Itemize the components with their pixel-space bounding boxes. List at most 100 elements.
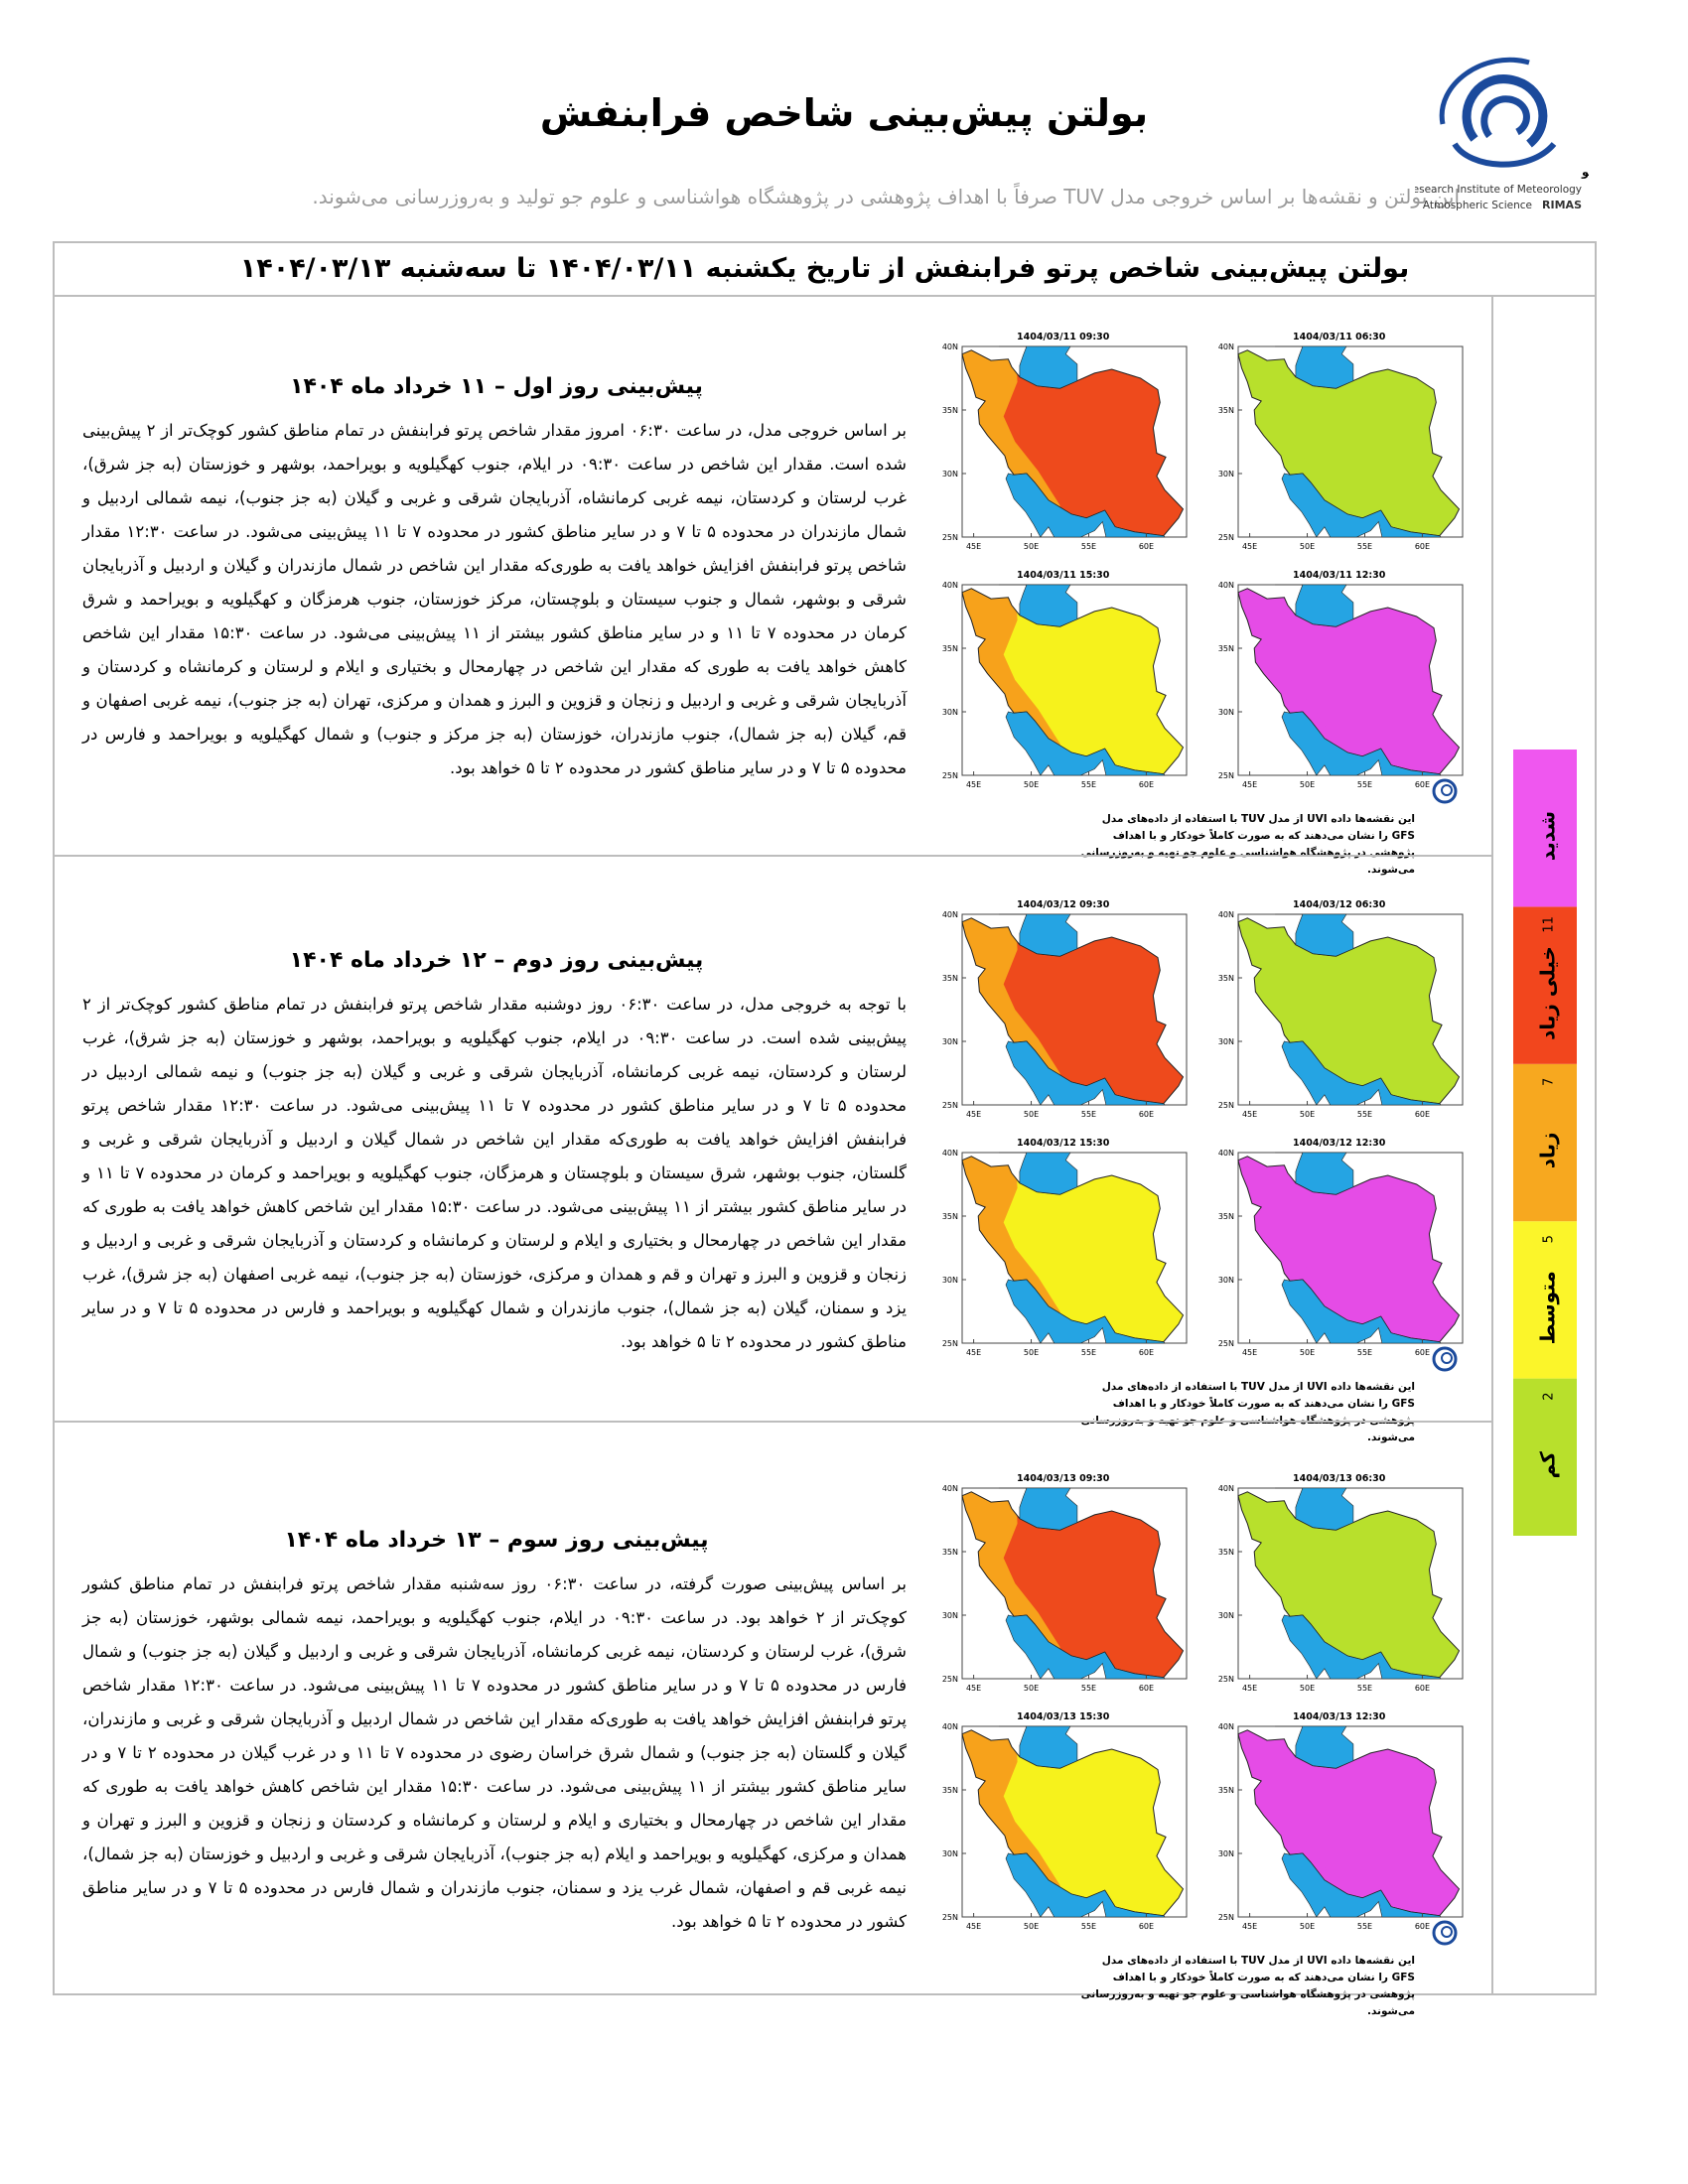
map-label: 1404/03/12 09:30 (1017, 899, 1110, 910)
lat-label: 40N (942, 342, 958, 351)
lon-label: 60E (1139, 1922, 1154, 1931)
day-text: بر اساس خروجی مدل، در ساعت ۰۶:۳۰ امروز م… (82, 421, 908, 777)
lon-label: 50E (1024, 1922, 1039, 1931)
lat-label: 30N (942, 708, 958, 717)
map-label: 1404/03/13 06:30 (1293, 1473, 1386, 1484)
lat-label: 35N (942, 406, 958, 415)
map-label: 1404/03/13 09:30 (1017, 1473, 1110, 1484)
day-heading: پیش‌بینی روز اول – ۱۱ خرداد ماه ۱۴۰۴ (290, 374, 703, 399)
lon-label: 50E (1300, 1348, 1315, 1357)
sea (1281, 1279, 1442, 1344)
caption-logo-ring (1432, 778, 1458, 804)
lon-label: 60E (1139, 542, 1154, 551)
lat-label: 40N (942, 1722, 958, 1731)
caption-logo-ring (1432, 1346, 1458, 1372)
day-heading: پیش‌بینی روز دوم – ۱۲ خرداد ماه ۱۴۰۴ (289, 948, 704, 973)
lon-label: 50E (1024, 1348, 1039, 1357)
lat-label: 25N (1218, 1101, 1234, 1110)
caption-logo (1432, 1920, 1458, 1946)
legend-threshold: 7 (1542, 1078, 1557, 1086)
map: 1404/03/13 15:30 40N 35N 30N 25N 45E 50E 55E 60E (942, 1711, 1188, 1931)
sea (1275, 345, 1354, 389)
sea (1281, 1614, 1442, 1680)
map-panel: 1404/03/13 09:30 40N 35N 30N 25N 45E 50E 55E 60E… (928, 1466, 1480, 2017)
map: 1404/03/13 12:30 40N 35N 30N 25N 45E 50E 55E 60E (1218, 1711, 1464, 1931)
sea (999, 584, 1078, 627)
caption-logo (1432, 778, 1458, 804)
day-section: پیش‌بینی روز سوم – ۱۳ خرداد ماه ۱۴۰۴ بر ا… (55, 1421, 1491, 2017)
lon-label: 45E (966, 1684, 981, 1693)
lon-label: 45E (1242, 1684, 1257, 1693)
lon-label: 55E (1357, 1684, 1372, 1693)
logo-abbr: RIMAS (1542, 199, 1582, 211)
lon-label: 55E (1357, 1348, 1372, 1357)
column-divider (1491, 297, 1493, 1994)
legend-label: شدید (1536, 811, 1560, 861)
main-title: بولتن پیش‌بینی شاخص فرابنفش (539, 91, 1149, 135)
lat-label: 25N (942, 1339, 958, 1348)
map-caption: این نقشه‌ها داده UVI از مدل TUV با استفا… (1080, 1381, 1415, 1443)
lat-label: 30N (1218, 1849, 1234, 1858)
lat-label: 25N (1218, 771, 1234, 780)
map-label: 1404/03/13 15:30 (1017, 1711, 1110, 1722)
lat-label: 25N (942, 533, 958, 542)
map-label: 1404/03/11 09:30 (1017, 332, 1110, 342)
lon-label: 50E (1300, 1110, 1315, 1119)
lat-label: 30N (1218, 1611, 1234, 1620)
lat-label: 30N (942, 1849, 958, 1858)
sea (1275, 1152, 1354, 1195)
lon-label: 45E (966, 1348, 981, 1357)
lon-label: 45E (1242, 542, 1257, 551)
lon-label: 55E (1357, 780, 1372, 789)
legend-label: زیاد (1536, 1133, 1560, 1169)
map-label: 1404/03/12 15:30 (1017, 1138, 1110, 1149)
sea (1005, 1614, 1166, 1680)
sea (1281, 1852, 1442, 1918)
map-label: 1404/03/12 12:30 (1293, 1138, 1386, 1149)
sea (1275, 1725, 1354, 1769)
caption-logo-ring (1441, 784, 1453, 796)
lat-label: 40N (1218, 342, 1234, 351)
lon-label: 45E (966, 780, 981, 789)
lon-label: 60E (1415, 1110, 1430, 1119)
sea (1281, 711, 1442, 776)
lon-label: 45E (1242, 1348, 1257, 1357)
map: 1404/03/12 09:30 40N 35N 30N 25N 45E 50E 55E 60E (942, 899, 1188, 1119)
lat-label: 40N (942, 581, 958, 590)
logo-name-fa: پژوهشگاه هواشناسی و علوم جو (1581, 165, 1589, 180)
legend-swatch (1513, 906, 1577, 1064)
day-text: بر اساس پیش‌بینی صورت گرفته، در ساعت ۰۶:… (82, 1574, 908, 1931)
lat-label: 30N (1218, 708, 1234, 717)
lon-label: 45E (1242, 1110, 1257, 1119)
lat-label: 25N (1218, 1339, 1234, 1348)
lat-label: 25N (942, 1913, 958, 1922)
map-grid: 1404/03/13 09:30 40N 35N 30N 25N 45E 50E 55E 60E… (942, 1473, 1464, 1946)
lat-label: 40N (942, 1484, 958, 1493)
legend-label: متوسط (1536, 1271, 1560, 1344)
lon-label: 50E (1300, 542, 1315, 551)
lon-label: 50E (1300, 1922, 1315, 1931)
map: 1404/03/13 09:30 40N 35N 30N 25N 45E 50E 55E 60E (942, 1473, 1188, 1693)
lon-label: 60E (1139, 1684, 1154, 1693)
lat-label: 35N (942, 644, 958, 653)
map: 1404/03/12 12:30 40N 35N 30N 25N 45E 50E 55E 60E (1218, 1138, 1464, 1357)
map-label: 1404/03/12 06:30 (1293, 899, 1386, 910)
lon-label: 50E (1024, 780, 1039, 789)
day-text: با توجه به خروجی مدل، در ساعت ۰۶:۳۰ روز … (82, 995, 908, 1351)
lat-label: 30N (942, 1037, 958, 1046)
lat-label: 35N (1218, 1548, 1234, 1557)
disclaimer: این بولتن و نقشه‌ها بر اساس خروجی مدل TU… (312, 185, 1460, 208)
lat-label: 35N (1218, 1786, 1234, 1795)
lat-label: 35N (942, 1212, 958, 1221)
lon-label: 55E (1081, 1110, 1096, 1119)
lat-label: 25N (942, 771, 958, 780)
sea (999, 1152, 1078, 1195)
lat-label: 30N (942, 1276, 958, 1285)
lon-label: 60E (1415, 1684, 1430, 1693)
lon-label: 55E (1357, 1110, 1372, 1119)
legend-swatch (1513, 1221, 1577, 1379)
lat-label: 25N (942, 1101, 958, 1110)
logo-name-en: Atmospheric Science (1423, 200, 1532, 211)
map-grid: 1404/03/12 09:30 40N 35N 30N 25N 45E 50E 55E 60E… (942, 899, 1464, 1372)
